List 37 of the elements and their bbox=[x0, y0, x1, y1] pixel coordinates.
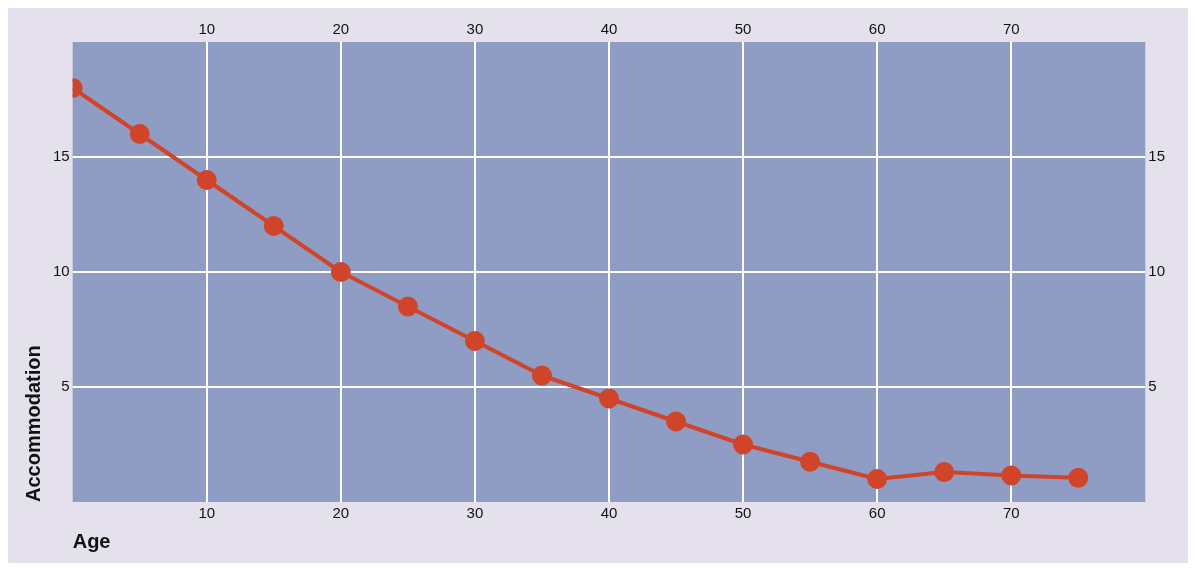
point bbox=[1068, 467, 1089, 488]
x-axis-title: Age bbox=[72, 529, 111, 552]
x2-tick-label: 70 bbox=[1002, 20, 1020, 38]
point bbox=[531, 365, 552, 386]
y2-tick-label: 15 bbox=[1148, 147, 1165, 165]
x2-tick-label: 20 bbox=[332, 20, 350, 38]
x2-tick-label: 50 bbox=[734, 20, 752, 38]
x2-tick-label: 40 bbox=[600, 20, 618, 38]
point bbox=[800, 451, 821, 472]
y-tick-label: 10 bbox=[53, 262, 70, 280]
y2-tick-label: 10 bbox=[1148, 262, 1165, 280]
x2-tick-label: 10 bbox=[198, 20, 216, 38]
point bbox=[397, 296, 418, 317]
point bbox=[263, 216, 284, 236]
y2-tick-label: 5 bbox=[1148, 377, 1157, 395]
point bbox=[464, 331, 485, 351]
x-tick-label: 30 bbox=[466, 504, 484, 522]
point bbox=[599, 388, 619, 409]
point bbox=[666, 411, 687, 432]
x-tick-label: 70 bbox=[1002, 504, 1020, 522]
point bbox=[129, 124, 150, 144]
x-tick-label: 20 bbox=[332, 504, 350, 522]
point bbox=[867, 469, 888, 489]
y-tick-label: 5 bbox=[61, 377, 70, 395]
x-tick-label: 10 bbox=[198, 504, 216, 522]
point bbox=[196, 170, 217, 190]
point bbox=[934, 462, 955, 483]
x2-tick-label: 30 bbox=[466, 20, 484, 38]
y-tick-label: 15 bbox=[53, 147, 70, 165]
x-tick-label: 40 bbox=[600, 504, 618, 522]
y-axis-title: Accommodation bbox=[21, 345, 44, 502]
x-tick-label: 50 bbox=[734, 504, 752, 522]
x2-tick-label: 60 bbox=[868, 20, 886, 38]
point bbox=[733, 434, 754, 455]
x-tick-label: 60 bbox=[868, 504, 886, 522]
point bbox=[1001, 465, 1022, 486]
point bbox=[330, 262, 351, 282]
